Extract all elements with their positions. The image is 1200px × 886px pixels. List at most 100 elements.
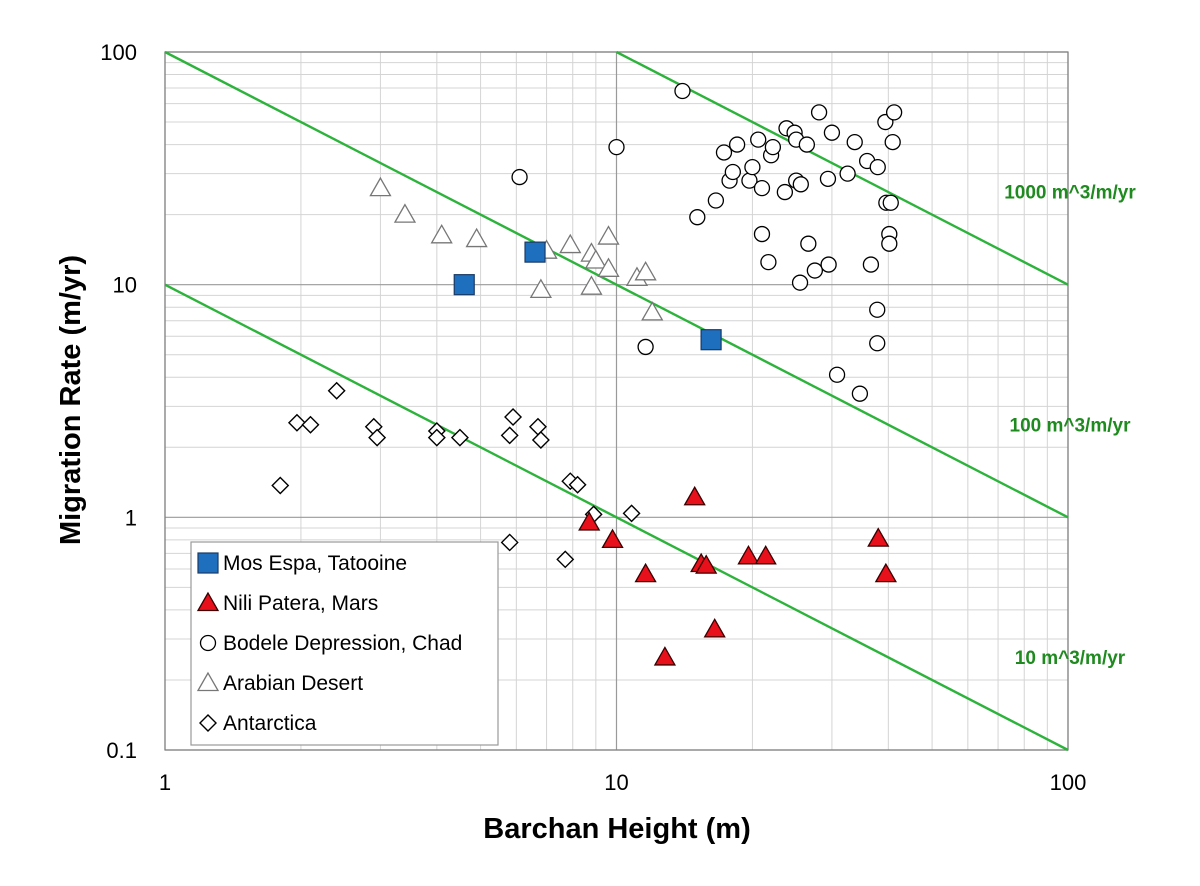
- data-point: [715, 144, 733, 161]
- data-point: [750, 131, 767, 148]
- data-point: [776, 183, 794, 201]
- data-point: [653, 646, 677, 666]
- data-point: [885, 104, 903, 121]
- data-point: [531, 430, 550, 449]
- legend-label: Arabian Desert: [223, 672, 363, 695]
- data-point: [430, 223, 453, 244]
- data-point: [744, 158, 761, 176]
- data-point: [369, 176, 392, 197]
- data-point: [728, 136, 746, 153]
- data-point: [862, 256, 880, 273]
- data-point: [764, 138, 782, 156]
- data-point: [874, 562, 897, 583]
- data-point: [703, 618, 726, 638]
- data-point: [800, 235, 817, 252]
- data-point: [327, 381, 346, 400]
- legend-box: [190, 541, 499, 746]
- data-point: [867, 527, 890, 547]
- legend-marker: [196, 591, 220, 612]
- data-point: [524, 241, 546, 263]
- data-point: [823, 124, 841, 141]
- data-point: [820, 256, 837, 273]
- data-point: [500, 533, 519, 552]
- legend-marker: [196, 671, 220, 692]
- flux-line-label: 100 m^3/m/yr: [1010, 415, 1132, 436]
- data-point: [798, 136, 816, 153]
- data-point: [608, 138, 625, 156]
- flux-line: [164, 283, 1069, 752]
- data-point: [753, 179, 771, 197]
- flux-line-label: 1000 m^3/m/yr: [1004, 183, 1136, 204]
- y-tick-label: 100: [100, 40, 137, 65]
- data-point: [792, 176, 809, 193]
- legend-marker: [199, 714, 217, 732]
- data-point: [828, 366, 846, 383]
- data-points: [271, 82, 903, 666]
- data-point: [529, 278, 552, 298]
- legend-label: Antarctica: [223, 712, 317, 735]
- data-point: [674, 82, 691, 100]
- data-point: [637, 338, 654, 356]
- legend-label: Nili Patera, Mars: [223, 592, 378, 615]
- data-point: [819, 170, 837, 187]
- legend-label: Mos Espa, Tatooine: [223, 552, 407, 575]
- data-point: [287, 413, 306, 432]
- data-point: [597, 225, 620, 245]
- data-point: [683, 485, 706, 506]
- data-point: [568, 475, 587, 494]
- data-point: [504, 407, 523, 426]
- data-point: [465, 227, 488, 248]
- data-point: [851, 385, 869, 402]
- data-point: [810, 104, 828, 121]
- data-point: [839, 165, 856, 182]
- data-point: [601, 528, 624, 549]
- data-point: [559, 233, 582, 254]
- legend: Mos Espa, Tatooine Nili Patera, Mars Bodel…: [190, 541, 499, 746]
- data-point: [881, 235, 898, 252]
- data-point: [511, 168, 528, 186]
- data-point: [754, 544, 777, 565]
- data-point: [301, 415, 320, 434]
- y-axis-ticks: 0.1 1 10 100: [100, 40, 137, 763]
- x-tick-label: 1: [159, 770, 171, 795]
- data-point: [500, 426, 519, 445]
- data-point: [271, 476, 290, 495]
- data-point: [634, 261, 657, 281]
- data-point: [724, 163, 741, 181]
- y-tick-label: 1: [125, 505, 137, 530]
- legend-label: Bodele Depression, Chad: [223, 632, 462, 655]
- data-point: [393, 203, 417, 223]
- x-axis-title: Barchan Height (m): [483, 813, 750, 845]
- y-axis-title: Migration Rate (m/yr): [55, 255, 87, 545]
- data-point: [622, 504, 641, 523]
- data-point: [578, 511, 601, 531]
- legend-marker: [197, 552, 219, 574]
- data-point: [760, 253, 777, 271]
- data-point: [641, 301, 664, 321]
- data-point: [634, 562, 657, 583]
- flux-line: [164, 50, 1069, 519]
- y-tick-label: 10: [113, 273, 137, 298]
- data-point: [753, 225, 771, 243]
- data-point: [368, 428, 387, 447]
- x-axis-ticks: 1 10 100: [159, 770, 1086, 795]
- data-point: [427, 428, 446, 447]
- data-point: [453, 274, 475, 296]
- data-point: [580, 275, 603, 295]
- data-point: [700, 329, 722, 351]
- data-point: [791, 274, 809, 291]
- data-point: [584, 249, 607, 269]
- data-point: [869, 301, 886, 318]
- data-point: [450, 428, 469, 447]
- data-point: [707, 192, 725, 209]
- data-point: [806, 262, 824, 279]
- data-point: [695, 554, 718, 574]
- data-point: [528, 417, 547, 436]
- y-tick-label: 0.1: [106, 738, 137, 763]
- data-point: [689, 209, 706, 226]
- x-tick-label: 10: [604, 770, 628, 795]
- flux-line-labels: 1000 m^3/m/yr 100 m^3/m/yr 10 m^3/m/yr: [1004, 183, 1136, 669]
- data-point: [869, 335, 886, 352]
- data-point: [737, 544, 760, 565]
